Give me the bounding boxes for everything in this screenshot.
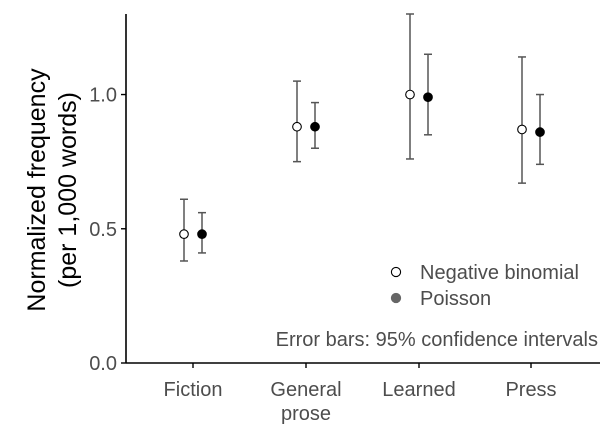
data-point-negative-binomial bbox=[517, 124, 527, 135]
x-tick-label: General bbox=[270, 379, 341, 401]
y-tick-label: 0.5 bbox=[89, 219, 117, 241]
x-tick-label: Learned bbox=[382, 379, 455, 401]
error-bar-note: Error bars: 95% confidence intervals bbox=[276, 329, 598, 351]
x-tick-label: prose bbox=[281, 403, 331, 425]
y-axis-title-line-1: Normalized frequency bbox=[23, 68, 51, 312]
legend: Negative binomial Poisson bbox=[390, 262, 579, 310]
y-ticks: 0.0 0.5 1.0 bbox=[89, 85, 126, 375]
data-point-poisson bbox=[197, 229, 207, 239]
data-point-poisson bbox=[310, 121, 320, 132]
data-marks bbox=[179, 13, 545, 262]
axes bbox=[125, 14, 600, 364]
legend-key-poisson bbox=[390, 292, 402, 304]
data-point-negative-binomial bbox=[179, 229, 189, 239]
y-tick-label: 1.0 bbox=[89, 85, 117, 107]
y-axis-title: Normalized frequency (per 1,000 words) bbox=[23, 68, 82, 312]
data-point-negative-binomial bbox=[292, 121, 302, 132]
data-point-negative-binomial bbox=[405, 89, 415, 100]
legend-label: Negative binomial bbox=[420, 262, 579, 284]
x-tick-label: Fiction bbox=[164, 379, 223, 401]
legend-key-negative-binomial bbox=[390, 266, 402, 278]
y-axis-title-line-2: (per 1,000 words) bbox=[54, 92, 82, 288]
legend-label: Poisson bbox=[420, 288, 491, 310]
data-point-poisson bbox=[535, 127, 545, 137]
x-tick-label: Press bbox=[505, 379, 556, 401]
data-point-poisson bbox=[423, 92, 433, 103]
y-tick-label: 0.0 bbox=[89, 353, 117, 375]
